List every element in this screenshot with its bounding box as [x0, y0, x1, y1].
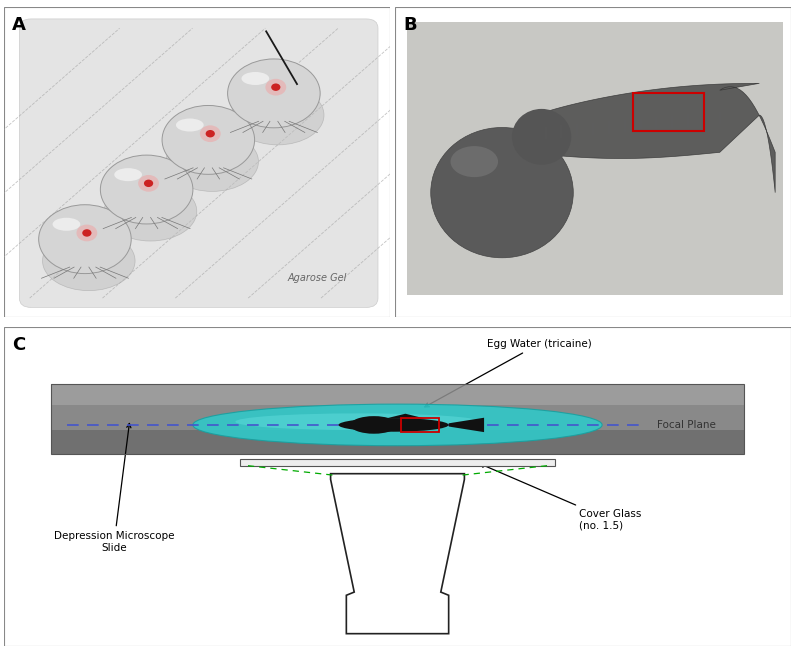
Bar [240, 458, 555, 466]
Ellipse shape [52, 217, 80, 231]
Text: Focal Plane: Focal Plane [657, 420, 716, 430]
Text: Depression Microscope
Slide: Depression Microscope Slide [54, 423, 174, 553]
Bar [401, 418, 439, 432]
Bar [407, 22, 783, 295]
Polygon shape [448, 418, 484, 432]
Ellipse shape [512, 109, 572, 165]
Text: C: C [12, 336, 25, 354]
Ellipse shape [431, 127, 573, 258]
Polygon shape [522, 84, 775, 193]
Ellipse shape [242, 72, 270, 85]
Text: 60x 1.2 NA: 60x 1.2 NA [366, 609, 429, 620]
Ellipse shape [138, 175, 159, 192]
Ellipse shape [206, 130, 215, 137]
Ellipse shape [227, 59, 320, 128]
Ellipse shape [193, 404, 602, 446]
Polygon shape [331, 473, 464, 633]
Text: A: A [12, 16, 25, 34]
Ellipse shape [82, 229, 91, 236]
Ellipse shape [231, 86, 324, 145]
Text: B: B [403, 16, 417, 34]
Ellipse shape [114, 168, 142, 181]
Ellipse shape [42, 231, 135, 291]
Ellipse shape [176, 118, 204, 131]
Ellipse shape [351, 416, 398, 434]
Ellipse shape [200, 125, 221, 142]
Ellipse shape [104, 182, 196, 241]
Text: Agarose Gel: Agarose Gel [288, 272, 347, 283]
Ellipse shape [162, 106, 254, 174]
Ellipse shape [451, 146, 498, 177]
Ellipse shape [39, 205, 131, 274]
Ellipse shape [266, 79, 286, 95]
Bar [51, 384, 744, 454]
Ellipse shape [144, 180, 153, 187]
Polygon shape [386, 414, 425, 419]
Ellipse shape [100, 155, 193, 224]
Ellipse shape [339, 418, 448, 432]
Bar [51, 406, 744, 430]
Ellipse shape [166, 132, 258, 191]
Text: Cover Glass
(no. 1.5): Cover Glass (no. 1.5) [480, 464, 641, 530]
Bar [51, 384, 744, 454]
Bar [633, 93, 704, 131]
Ellipse shape [76, 225, 97, 242]
Text: Egg Water (tricaine): Egg Water (tricaine) [425, 339, 591, 407]
FancyBboxPatch shape [19, 19, 378, 308]
Bar [51, 384, 744, 406]
Ellipse shape [235, 413, 481, 430]
Ellipse shape [271, 84, 281, 91]
